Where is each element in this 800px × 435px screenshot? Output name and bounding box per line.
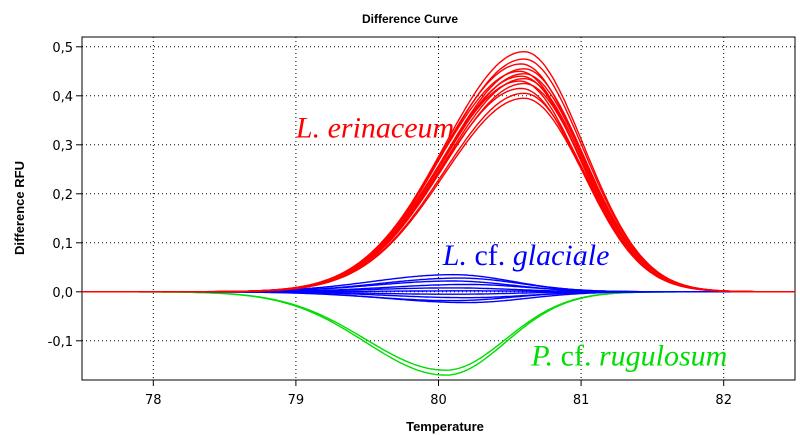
annotation-label-2: P. cf. rugulosum bbox=[530, 339, 727, 372]
annotation-part-1-2: glaciale bbox=[513, 239, 610, 272]
annotation-label-0: L. erinaceum bbox=[295, 111, 454, 144]
x-axis-label: Temperature bbox=[406, 419, 484, 434]
x-tick-label-4: 82 bbox=[715, 393, 732, 408]
annotation-part-2-1: cf. bbox=[561, 339, 599, 372]
annotation-part-1-1: cf. bbox=[474, 239, 512, 272]
curves-layer bbox=[82, 50, 795, 376]
x-tick-label-1: 79 bbox=[288, 393, 305, 408]
y-tick-label-2: 0,1 bbox=[52, 237, 73, 252]
curve-0-12 bbox=[82, 97, 795, 293]
annotations-layer: L. erinaceum L. cf. glaciale P. cf. rugulo… bbox=[295, 111, 727, 372]
y-tick-label-1: 0,0 bbox=[52, 286, 73, 301]
annotation-label-1: L. cf. glaciale bbox=[442, 239, 610, 272]
x-tick-label-0: 78 bbox=[145, 393, 162, 408]
y-axis-ticks: -0,1 0,0 0,1 0,2 0,3 0,4 0,5 bbox=[48, 41, 82, 350]
chart-title: Difference Curve bbox=[362, 12, 458, 26]
annotation-part-2-2: rugulosum bbox=[599, 339, 727, 372]
annotation-part-2-0: P. bbox=[530, 339, 560, 372]
annotation-part-1-0: L. bbox=[442, 239, 475, 272]
x-axis-ticks: 78 79 80 81 82 bbox=[145, 380, 732, 408]
annotation-part-0-0: L. erinaceum bbox=[295, 111, 454, 144]
x-tick-label-3: 81 bbox=[573, 393, 590, 408]
y-tick-label-5: 0,4 bbox=[52, 90, 73, 105]
y-tick-label-4: 0,3 bbox=[52, 139, 73, 154]
y-tick-label-3: 0,2 bbox=[52, 188, 73, 203]
y-tick-label-0: -0,1 bbox=[48, 335, 73, 350]
plot-area bbox=[81, 36, 796, 381]
y-axis-label: Difference RFU bbox=[12, 161, 27, 255]
x-tick-label-2: 80 bbox=[430, 393, 447, 408]
grid-lines bbox=[82, 37, 795, 380]
y-tick-label-6: 0,5 bbox=[52, 41, 73, 56]
